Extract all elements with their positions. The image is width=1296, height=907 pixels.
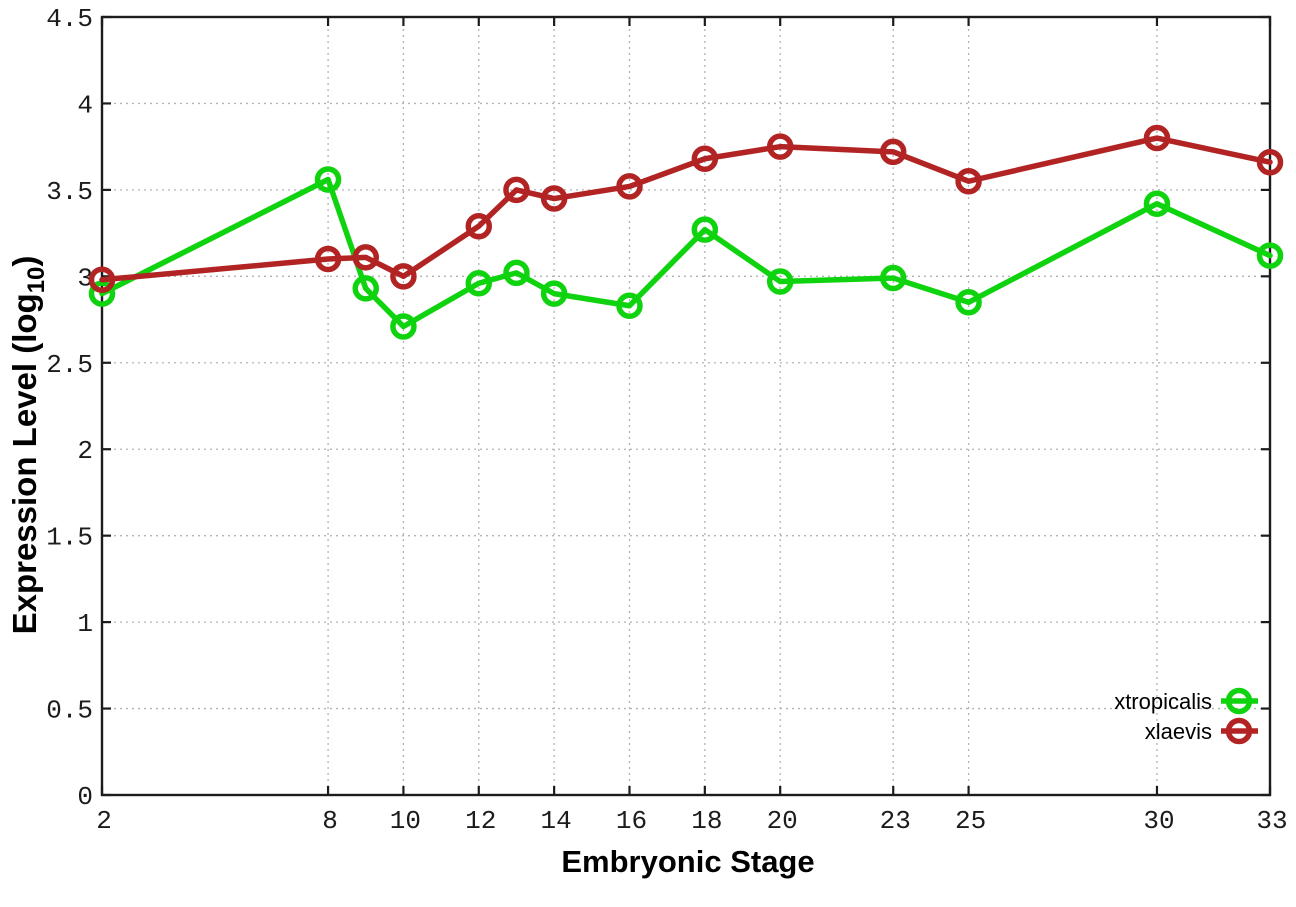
y-axis-title: Expression Level (log10) [6,256,50,635]
data-point-xlaevis [503,176,530,204]
legend: xtropicalis xlaevis [1114,687,1258,745]
data-point-xlaevis [465,212,493,240]
data-point-xtropicalis [390,313,417,340]
data-point-xlaevis [540,185,568,212]
data-point-xtropicalis [352,275,379,302]
data-point-xlaevis [691,145,719,173]
x-axis-tick-labels: 2 8 10 12 14 16 18 20 23 25 30 33 [96,806,1287,836]
y-tick-label: 4.5 [46,4,93,34]
y-tick-label: 3 [77,263,93,293]
data-point-xlaevis [1143,124,1171,152]
data-point-xlaevis [766,133,794,160]
x-tick-label: 23 [880,806,911,836]
x-tick-label: 2 [96,806,112,836]
data-point-xtropicalis [955,289,982,316]
y-tick-label: 0.5 [46,696,93,726]
data-point-xlaevis [390,263,417,290]
plot-border [100,15,1272,797]
y-tick-label: 2.5 [46,350,93,380]
gridlines [102,17,1270,795]
data-point-xlaevis [616,173,643,200]
x-axis-title: Embryonic Stage [561,844,814,879]
x-tick-label: 12 [465,806,496,836]
data-point-xtropicalis [540,280,568,307]
x-tick-label: 18 [691,806,722,836]
x-tick-label: 14 [541,806,572,836]
data-point-xtropicalis [766,268,794,295]
data-point-xtropicalis [88,280,116,307]
y-tick-label: 3.5 [46,177,93,207]
legend-item-xlaevis: xlaevis [1145,717,1258,745]
legend-item-xtropicalis: xtropicalis [1114,687,1258,715]
data-point-xtropicalis [691,216,719,243]
x-tick-label: 8 [322,806,338,836]
data-point-xlaevis [352,244,379,271]
x-tick-label: 16 [616,806,647,836]
legend-sample-marker [1225,687,1253,715]
series-xtropicalis [88,166,1284,340]
x-tick-label: 25 [955,806,986,836]
legend-label-xtropicalis: xtropicalis [1114,689,1212,714]
data-point-xtropicalis [314,166,342,193]
data-point-xtropicalis [616,292,643,319]
series-xlaevis [88,124,1284,294]
y-tick-label: 0 [77,782,93,812]
y-axis-tick-labels: 0 0.5 1 1.5 2 2.5 3 3.5 4 4.5 [46,4,93,812]
series-line-xlaevis [99,135,1273,283]
y-tick-label: 4 [77,90,93,120]
data-point-xtropicalis [1143,190,1171,217]
x-tick-label: 33 [1256,806,1287,836]
y-tick-label: 2 [77,436,93,466]
x-tick-label: 20 [767,806,798,836]
data-point-xlaevis [88,266,116,294]
data-point-xlaevis [955,167,982,195]
legend-sample-marker [1225,717,1253,745]
y-tick-label: 1 [77,609,93,639]
x-tick-label: 10 [390,806,421,836]
data-point-xtropicalis [503,259,530,287]
legend-label-xlaevis: xlaevis [1145,719,1212,744]
data-point-xtropicalis [465,269,493,297]
data-point-xlaevis [879,138,907,166]
data-point-xtropicalis [1256,242,1284,269]
y-tick-label: 1.5 [46,523,93,553]
x-tick-label: 30 [1143,806,1174,836]
data-point-xtropicalis [879,264,907,292]
data-point-xlaevis [314,245,342,273]
data-point-xlaevis [1256,148,1284,176]
